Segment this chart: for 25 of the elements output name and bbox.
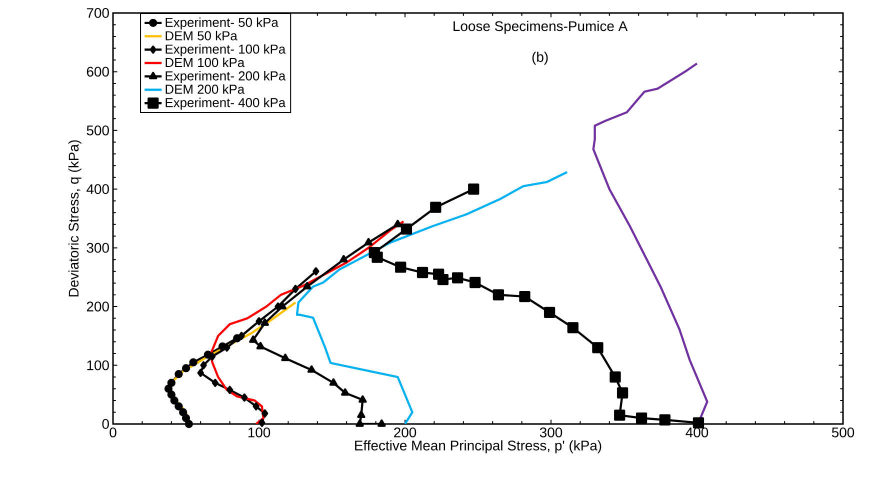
x-tick-label: 100 — [248, 427, 270, 438]
legend-label: Experiment- 50 kPa — [166, 17, 278, 30]
text: (b) — [532, 52, 548, 65]
y-tick-label: 100 — [87, 360, 109, 370]
y-tick-label: 0 — [102, 419, 109, 429]
x-tick-label: 0 — [110, 427, 116, 438]
legend-label: Experiment- 400 kPa — [166, 98, 286, 110]
legend-label: Experiment- 200 kPa — [166, 70, 286, 84]
y-tick-label: 600 — [86, 66, 109, 77]
y-tick-label: 500 — [86, 125, 109, 136]
x-axis-title: Effective Mean Principal Stress, p' (kPa) — [355, 440, 602, 454]
x-tick-label: 500 — [832, 427, 854, 438]
y-axis-title: Deviatoric Stress, q (kPa) — [68, 140, 82, 296]
legend-label: DEM 100 kPa — [166, 58, 245, 68]
text: Loose Specimens-Pumice A — [454, 20, 628, 34]
y-tick-label: 700 — [86, 8, 109, 18]
y-tick-label: 400 — [86, 184, 109, 194]
legend-label: DEM 50 kPa — [166, 30, 238, 40]
x-tick-label: 300 — [540, 427, 562, 438]
legend-label: DEM 200 kPa — [166, 84, 245, 94]
legend-label: Experiment- 100 kPa — [166, 44, 286, 56]
y-tick-label: 200 — [86, 302, 109, 312]
x-tick-label: 200 — [394, 427, 416, 438]
y-tick-label: 300 — [86, 242, 109, 253]
x-tick-label: 400 — [686, 427, 708, 438]
